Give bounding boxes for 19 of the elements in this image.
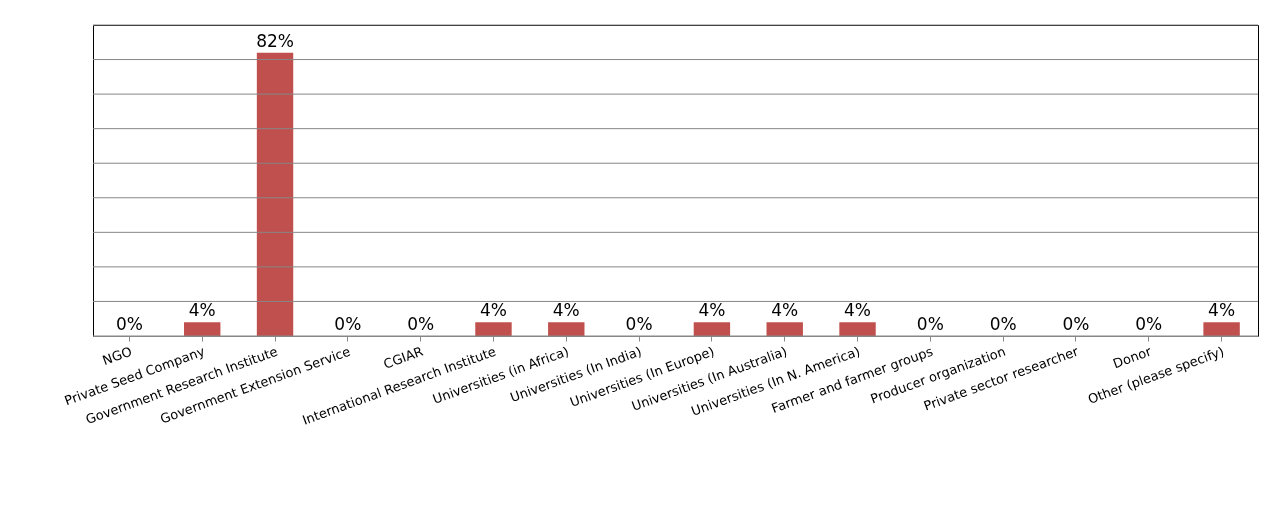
data-label: 0%	[916, 314, 944, 334]
data-label: 4%	[188, 300, 216, 321]
data-label: 0%	[1135, 314, 1163, 334]
data-label: 4%	[771, 300, 799, 321]
data-label: 4%	[844, 300, 872, 321]
data-label: 0%	[115, 314, 143, 334]
data-label: 4%	[479, 300, 507, 321]
data-label: 4%	[552, 300, 580, 321]
data-label: 82%	[256, 30, 294, 51]
data-label: 0%	[407, 314, 435, 334]
x-tick-label: Donor	[1110, 343, 1154, 372]
data-label: 0%	[989, 314, 1017, 334]
data-label: 4%	[698, 300, 726, 321]
data-label: 4%	[1208, 300, 1236, 321]
data-label: 0%	[334, 314, 362, 334]
data-label: 0%	[625, 314, 653, 334]
x-tick-label: CGIAR	[381, 343, 426, 372]
x-tick-label: NGO	[100, 343, 134, 368]
data-label: 0%	[1062, 314, 1090, 334]
